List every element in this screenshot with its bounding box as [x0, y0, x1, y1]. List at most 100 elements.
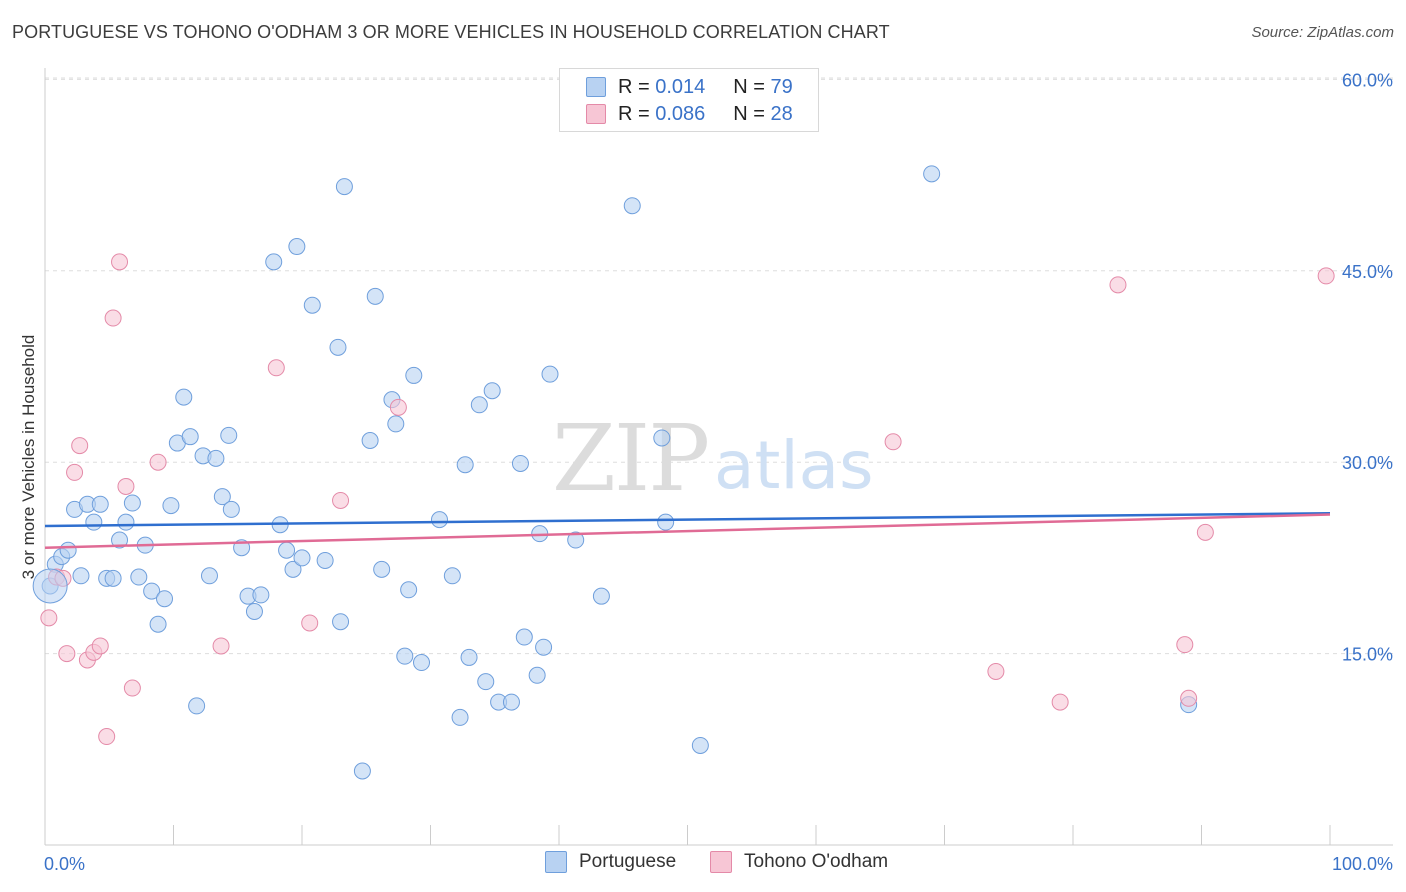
tohono-point: [40, 609, 58, 627]
portuguese-point: [691, 736, 709, 754]
tohono-point: [267, 359, 285, 377]
y-axis-label: 3 or more Vehicles in Household: [19, 335, 38, 580]
portuguese-point: [175, 388, 193, 406]
portuguese-point: [335, 178, 353, 196]
portuguese-point: [265, 253, 283, 271]
portuguese-point: [923, 165, 941, 183]
tohono-point: [66, 463, 84, 481]
tohono-point: [1180, 689, 1198, 707]
portuguese-point: [91, 495, 109, 513]
trend-lines: [44, 511, 1331, 549]
x-tick-label: 100.0%: [1332, 854, 1393, 874]
portuguese-point: [483, 382, 501, 400]
r-value: 0.086: [655, 102, 706, 125]
portuguese-point: [528, 666, 546, 684]
portuguese-point: [149, 615, 167, 633]
portuguese-point: [396, 647, 414, 665]
portuguese-point: [284, 560, 302, 578]
correlation-legend: R = 0.014 N = 79 R = 0.086 N = 28: [559, 68, 819, 132]
portuguese-point: [162, 497, 180, 515]
portuguese-point: [405, 366, 423, 384]
portuguese-point: [470, 396, 488, 414]
portuguese-point: [72, 567, 90, 585]
legend-item-portuguese: Portuguese: [545, 851, 676, 873]
tick-labels: 15.0% 30.0% 45.0% 60.0% 0.0% 100.0%: [44, 70, 1393, 874]
axes: [44, 68, 1393, 846]
legend-row-tohono: R = 0.086 N = 28: [586, 102, 793, 126]
tohono-point: [301, 614, 319, 632]
portuguese-point: [657, 513, 675, 531]
portuguese-point-cluster: [32, 568, 68, 604]
portuguese-point: [502, 693, 520, 711]
chart-title: PORTUGUESE VS TOHONO O'ODHAM 3 OR MORE V…: [12, 22, 890, 42]
tohono-point: [71, 437, 89, 455]
portuguese-point: [443, 567, 461, 585]
portuguese-point: [477, 673, 495, 691]
legend-item-tohono: Tohono O'odham: [710, 851, 888, 873]
tohono-point: [104, 309, 122, 327]
tohono-swatch: [710, 851, 732, 873]
portuguese-swatch: [586, 77, 606, 97]
portuguese-point: [156, 590, 174, 608]
legend-label-tohono: Tohono O'odham: [744, 851, 889, 872]
y-tick-label: 45.0%: [1342, 262, 1393, 282]
tohono-point: [117, 477, 135, 495]
r-value: 0.014: [655, 75, 706, 98]
portuguese-point: [451, 708, 469, 726]
tohono-point: [212, 637, 230, 655]
portuguese-point: [592, 587, 610, 605]
tohono-swatch: [586, 104, 606, 124]
watermark: ZIP atlas: [552, 405, 874, 512]
portuguese-point: [143, 582, 161, 600]
portuguese-point: [278, 541, 296, 559]
portuguese-point: [316, 551, 334, 569]
portuguese-point: [288, 238, 306, 256]
r-label: R =: [618, 102, 650, 125]
y-tick-label: 15.0%: [1342, 645, 1393, 665]
tohono-point: [1196, 523, 1214, 541]
tohono-point: [389, 398, 407, 416]
portuguese-point: [460, 648, 478, 666]
portuguese-point: [332, 613, 350, 631]
r-label: R =: [618, 75, 650, 98]
tohono-point: [149, 453, 167, 471]
tohono-point: [58, 645, 76, 663]
tohono-point: [91, 637, 109, 655]
portuguese-point: [220, 426, 238, 444]
portuguese-point: [515, 628, 533, 646]
tohono-point: [111, 253, 129, 271]
portuguese-point: [252, 586, 270, 604]
portuguese-point: [623, 197, 641, 215]
portuguese-point: [653, 429, 671, 447]
portuguese-point: [541, 365, 559, 383]
tohono-trend-line: [44, 513, 1331, 549]
portuguese-point: [85, 513, 103, 531]
portuguese-point: [373, 560, 391, 578]
gridlines: [45, 77, 1393, 655]
tohono-point: [1317, 267, 1335, 285]
y-tick-label: 60.0%: [1342, 70, 1393, 90]
tohono-point: [1051, 693, 1069, 711]
portuguese-point: [117, 513, 135, 531]
portuguese-trend-line: [44, 511, 1331, 528]
portuguese-point: [361, 432, 379, 450]
portuguese-point: [329, 338, 347, 356]
portuguese-point: [207, 449, 225, 467]
y-tick-label: 30.0%: [1342, 453, 1393, 473]
portuguese-point: [181, 428, 199, 446]
portuguese-point: [104, 569, 122, 587]
portuguese-swatch: [545, 851, 567, 873]
portuguese-point: [535, 638, 553, 656]
watermark-zip: ZIP: [552, 405, 708, 512]
portuguese-point: [213, 488, 231, 506]
tohono-point: [987, 662, 1005, 680]
portuguese-point: [366, 287, 384, 305]
tohono-point: [98, 728, 116, 746]
legend-row-portuguese: R = 0.014 N = 79: [586, 75, 793, 99]
watermark-atlas: atlas: [714, 427, 874, 504]
portuguese-point: [293, 549, 311, 567]
portuguese-point: [222, 500, 240, 518]
portuguese-point: [188, 697, 206, 715]
portuguese-point: [387, 415, 405, 433]
